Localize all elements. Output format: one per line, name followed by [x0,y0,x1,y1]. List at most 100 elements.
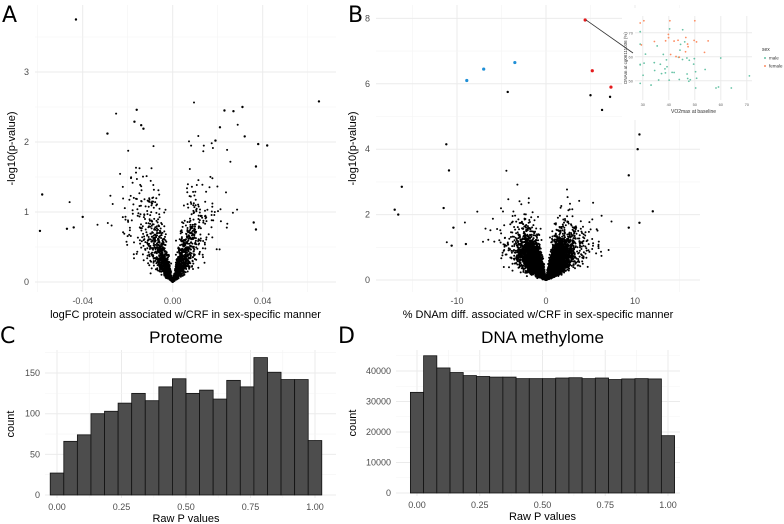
data-point [132,196,135,199]
data-point [183,273,186,276]
data-point [194,239,197,242]
outlier-point [135,108,138,112]
data-point [155,225,158,228]
data-point [150,235,153,238]
data-point [136,250,139,253]
data-point [150,201,153,204]
data-point [193,230,196,232]
y-tick-label: 2 [365,210,370,220]
outlier-point [252,221,255,224]
data-point [190,252,193,255]
data-point [186,183,189,186]
data-point [135,178,138,180]
data-point [121,185,124,188]
data-point [125,240,128,243]
data-point [160,262,163,265]
data-point [146,213,149,216]
data-point [178,247,181,250]
data-point [149,272,152,275]
data-point [152,223,155,226]
outlier-point [65,227,69,230]
data-point [211,177,214,180]
data-point [592,201,595,204]
data-point [106,222,109,224]
data-point [176,271,179,274]
data-point [192,262,195,265]
data-point [199,237,202,240]
data-point [165,266,168,269]
data-point [205,220,208,223]
data-point [205,236,208,239]
data-point [149,214,152,217]
data-point [144,205,147,208]
data-point [202,256,204,259]
data-point [208,186,211,189]
data-point [132,203,135,206]
data-point [96,223,99,226]
data-point [141,236,144,239]
data-point [566,196,569,199]
data-point [184,253,187,256]
data-point [190,245,193,248]
data-point [138,167,141,170]
data-point [187,206,190,209]
data-point [197,203,200,206]
data-point [219,208,222,211]
data-point [204,209,206,212]
data-point [157,189,160,192]
data-point [189,223,192,226]
data-point [179,264,182,267]
data-point [198,242,201,245]
data-point [128,229,131,232]
data-point [198,225,201,228]
data-point [197,179,200,182]
data-point [182,271,185,274]
outlier-point [140,124,143,127]
data-point [567,222,570,225]
data-point [195,210,198,213]
data-point [231,211,234,214]
data-point [229,160,232,163]
data-point [183,262,186,265]
data-point [154,259,157,262]
data-point [151,239,154,242]
data-point [174,265,177,268]
data-point [163,247,166,250]
data-point [159,257,162,260]
data-point [160,273,163,276]
data-point [217,210,219,213]
data-point [185,232,188,235]
data-point [180,243,183,246]
x-tick-label: 0.04 [254,296,272,306]
data-point [191,242,194,245]
x-axis-title: % DNAm diff. associated w/CRF in sex-spe… [403,309,674,321]
data-point [210,142,213,145]
data-point [138,239,141,242]
data-point [169,278,172,281]
data-point [203,241,206,244]
data-point [500,232,503,235]
data-point [197,214,200,217]
data-point [163,254,166,257]
data-point [163,230,166,233]
data-point [152,145,155,148]
data-point [180,249,183,252]
data-point [154,248,157,251]
data-point [189,219,192,222]
y-tick-label: 3 [24,67,29,77]
data-point [186,251,189,254]
x-tick-label: 10 [630,296,640,306]
data-point [165,251,168,254]
data-point [179,232,182,235]
data-point [186,255,189,258]
data-point [142,175,144,178]
outlier-point [74,18,78,21]
data-point [211,236,214,239]
data-point [183,267,186,270]
data-point [183,245,186,247]
data-point [190,225,193,228]
data-point [192,204,195,207]
data-point [155,246,158,249]
data-point [190,202,193,205]
data-point [149,238,152,241]
